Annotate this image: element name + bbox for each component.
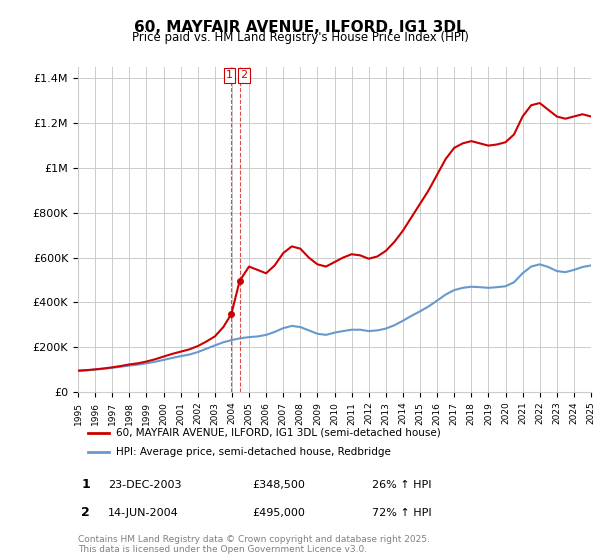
Text: Price paid vs. HM Land Registry's House Price Index (HPI): Price paid vs. HM Land Registry's House … — [131, 31, 469, 44]
Text: 60, MAYFAIR AVENUE, ILFORD, IG1 3DL: 60, MAYFAIR AVENUE, ILFORD, IG1 3DL — [134, 20, 466, 35]
Text: Contains HM Land Registry data © Crown copyright and database right 2025.
This d: Contains HM Land Registry data © Crown c… — [78, 535, 430, 554]
Text: 1: 1 — [226, 71, 233, 81]
Text: 60, MAYFAIR AVENUE, ILFORD, IG1 3DL (semi-detached house): 60, MAYFAIR AVENUE, ILFORD, IG1 3DL (sem… — [116, 428, 441, 437]
Text: 14-JUN-2004: 14-JUN-2004 — [108, 508, 179, 518]
Text: 23-DEC-2003: 23-DEC-2003 — [108, 480, 182, 490]
Text: 26% ↑ HPI: 26% ↑ HPI — [372, 480, 431, 490]
Text: HPI: Average price, semi-detached house, Redbridge: HPI: Average price, semi-detached house,… — [116, 447, 391, 457]
Text: 2: 2 — [81, 506, 90, 520]
Text: 72% ↑ HPI: 72% ↑ HPI — [372, 508, 431, 518]
Text: 2: 2 — [241, 71, 248, 81]
Text: 1: 1 — [81, 478, 90, 492]
Text: £495,000: £495,000 — [252, 508, 305, 518]
Text: £348,500: £348,500 — [252, 480, 305, 490]
